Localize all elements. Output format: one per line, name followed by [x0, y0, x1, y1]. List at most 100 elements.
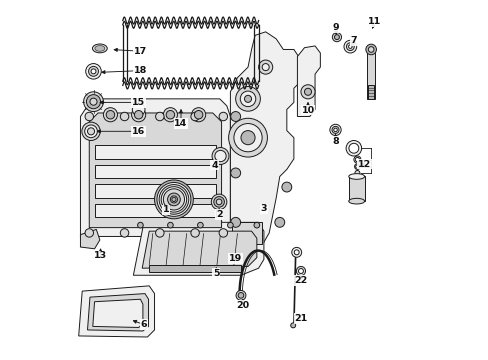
Circle shape [166, 111, 174, 119]
Circle shape [331, 126, 338, 134]
Circle shape [355, 157, 359, 162]
Circle shape [354, 171, 359, 175]
Circle shape [190, 112, 199, 121]
Polygon shape [93, 299, 142, 328]
Circle shape [216, 199, 222, 205]
Circle shape [154, 180, 193, 219]
Text: 5: 5 [213, 269, 219, 278]
Text: 6: 6 [141, 320, 147, 329]
Text: 13: 13 [94, 251, 107, 260]
Circle shape [134, 111, 142, 119]
Text: 11: 11 [367, 17, 380, 26]
Circle shape [120, 229, 128, 237]
Circle shape [346, 43, 353, 50]
Circle shape [238, 293, 244, 298]
Circle shape [346, 140, 361, 156]
Polygon shape [87, 294, 148, 331]
Polygon shape [297, 46, 320, 117]
Text: 16: 16 [132, 127, 145, 136]
Circle shape [161, 187, 186, 212]
Circle shape [365, 44, 376, 55]
Bar [94, 165, 216, 178]
Ellipse shape [95, 46, 104, 51]
Text: 1: 1 [163, 206, 169, 215]
Circle shape [281, 182, 291, 192]
Polygon shape [133, 222, 264, 275]
Bar [94, 145, 216, 159]
Text: 18: 18 [133, 66, 147, 75]
Text: 3: 3 [260, 204, 266, 213]
Bar [94, 204, 216, 217]
Circle shape [167, 193, 180, 206]
Circle shape [120, 112, 128, 121]
Circle shape [91, 69, 96, 74]
Text: 9: 9 [332, 23, 339, 32]
Circle shape [106, 111, 114, 119]
Circle shape [214, 150, 225, 162]
Circle shape [170, 196, 177, 203]
Text: 22: 22 [294, 276, 307, 285]
Circle shape [212, 148, 228, 165]
Circle shape [132, 103, 145, 116]
Circle shape [294, 250, 299, 255]
Bar [348, 176, 364, 201]
Circle shape [353, 156, 360, 163]
Circle shape [137, 222, 143, 228]
Circle shape [348, 143, 358, 153]
Text: 4: 4 [211, 161, 217, 170]
Text: 21: 21 [294, 314, 307, 323]
Circle shape [300, 85, 314, 99]
Circle shape [228, 118, 267, 157]
Circle shape [333, 128, 337, 132]
Circle shape [159, 185, 188, 214]
Polygon shape [79, 286, 154, 337]
Circle shape [230, 168, 240, 178]
Circle shape [85, 112, 93, 121]
Circle shape [85, 229, 93, 237]
Circle shape [236, 291, 245, 300]
Text: 2: 2 [215, 210, 222, 219]
Circle shape [304, 88, 311, 95]
Circle shape [190, 229, 199, 237]
Circle shape [87, 128, 94, 135]
Text: 20: 20 [236, 301, 249, 310]
Text: 15: 15 [132, 98, 145, 107]
Text: 17: 17 [134, 47, 147, 56]
Circle shape [131, 108, 145, 122]
Bar [366, 53, 374, 99]
Polygon shape [89, 113, 221, 228]
Text: 14: 14 [174, 119, 187, 128]
Circle shape [103, 108, 117, 122]
Circle shape [296, 266, 305, 276]
Circle shape [230, 112, 240, 121]
Circle shape [219, 112, 227, 121]
Circle shape [81, 122, 100, 140]
Bar [94, 184, 216, 198]
Circle shape [227, 222, 233, 228]
Circle shape [348, 45, 351, 48]
Circle shape [194, 111, 203, 119]
Circle shape [155, 229, 164, 237]
Circle shape [86, 95, 101, 109]
Circle shape [163, 108, 177, 122]
Circle shape [171, 197, 176, 202]
Text: 10: 10 [301, 105, 314, 114]
Circle shape [262, 64, 269, 71]
Circle shape [235, 86, 260, 111]
Bar [367, 85, 373, 99]
Circle shape [354, 164, 360, 170]
Circle shape [163, 189, 184, 210]
Polygon shape [142, 231, 256, 268]
Circle shape [332, 32, 341, 42]
Circle shape [241, 131, 255, 145]
Circle shape [334, 35, 339, 40]
Circle shape [244, 95, 251, 102]
Circle shape [274, 217, 284, 227]
Ellipse shape [348, 174, 364, 179]
Circle shape [298, 269, 303, 274]
Circle shape [84, 125, 97, 138]
Text: 19: 19 [228, 254, 242, 263]
Circle shape [191, 108, 205, 122]
Circle shape [230, 217, 240, 227]
Circle shape [155, 112, 164, 121]
